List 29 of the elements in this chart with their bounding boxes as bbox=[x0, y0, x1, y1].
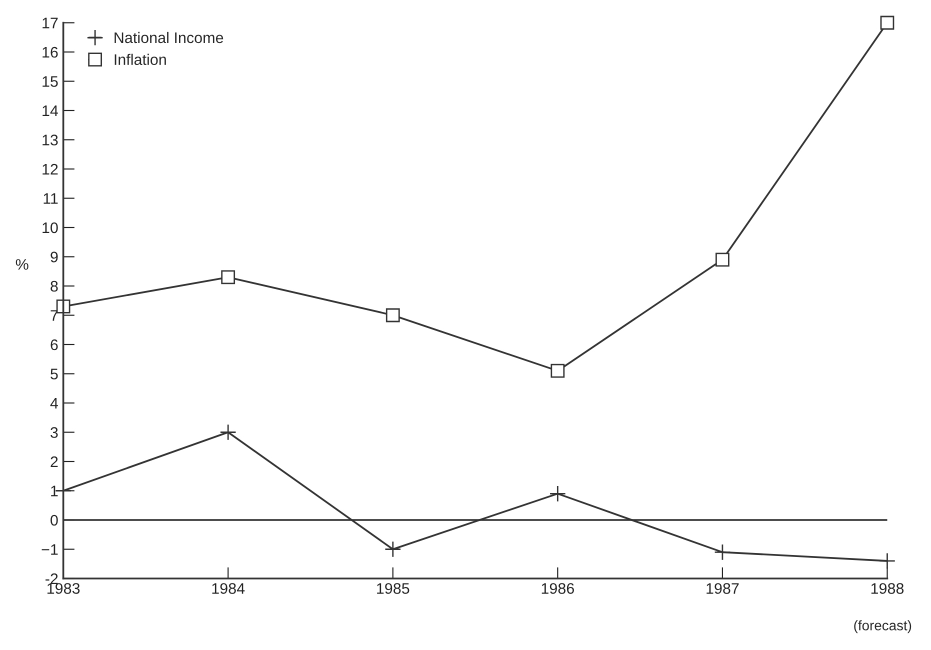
y-tick-label: 14 bbox=[42, 106, 58, 116]
x-tick-label: 1987 bbox=[706, 583, 739, 594]
text: (forecast) bbox=[854, 620, 912, 634]
y-tick-label: −1 bbox=[42, 544, 58, 555]
y-tick-label: 13 bbox=[42, 134, 58, 146]
legend-label: National Income bbox=[114, 32, 224, 44]
y-tick-label: 11 bbox=[44, 193, 58, 204]
x-tick-label: 1986 bbox=[542, 583, 574, 594]
y-tick-label: 9 bbox=[50, 252, 58, 262]
y-tick-label: 0 bbox=[50, 514, 58, 526]
y-tick-label: 5 bbox=[50, 368, 58, 380]
y-tick-label: 16 bbox=[42, 46, 58, 58]
y-axis-title: % bbox=[16, 259, 28, 270]
y-tick-label: 8 bbox=[50, 280, 58, 292]
x-tick-label: 1983 bbox=[47, 583, 80, 594]
y-tick-label: 2 bbox=[50, 456, 58, 468]
y-tick-label: 3 bbox=[50, 427, 58, 438]
y-tick-label: 10 bbox=[42, 222, 58, 234]
x-tick-label: 1984 bbox=[212, 583, 245, 594]
y-tick-label: 15 bbox=[42, 76, 58, 87]
legend-label: Inflation bbox=[114, 54, 166, 66]
y-tick-label: 12 bbox=[42, 164, 58, 175]
y-tick-label: 1 bbox=[51, 486, 58, 496]
y-tick-label: 17 bbox=[42, 18, 58, 28]
x-tick-label: 1988 bbox=[871, 583, 904, 594]
y-tick-label: 6 bbox=[50, 339, 58, 350]
y-tick-label: 4 bbox=[50, 398, 58, 409]
x-tick-label: 1985 bbox=[377, 583, 410, 594]
y-tick-label: -2 bbox=[46, 573, 58, 584]
